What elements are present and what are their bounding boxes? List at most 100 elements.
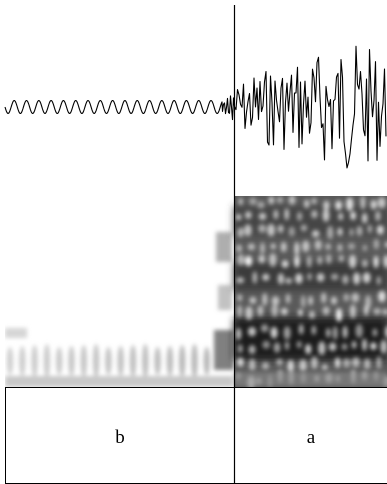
spectral-speck <box>307 255 312 268</box>
spectral-speck <box>301 295 306 308</box>
spectral-speck <box>361 259 368 268</box>
spectral-speck <box>237 294 242 302</box>
spectral-speck <box>370 342 377 351</box>
spectral-speck <box>376 225 384 235</box>
spectral-speck <box>348 254 357 269</box>
spectral-speck <box>269 253 277 267</box>
voicing-striation <box>31 345 38 377</box>
spectral-speck <box>322 306 330 316</box>
spectral-speck <box>318 341 326 356</box>
spectral-speck <box>271 296 280 306</box>
spectral-speck <box>273 342 281 353</box>
spectral-speck <box>262 273 270 281</box>
spectral-speck <box>322 208 330 222</box>
spectral-speck <box>260 324 269 333</box>
spectral-speck <box>337 243 343 252</box>
spectral-speck <box>281 260 289 268</box>
spectral-speck <box>373 238 379 250</box>
voicing-striation <box>179 345 186 377</box>
spectral-speck <box>238 344 243 354</box>
spectral-speck <box>349 304 356 319</box>
spectral-speck <box>378 290 386 303</box>
spectral-speck <box>245 211 252 220</box>
spectral-speck <box>237 227 244 238</box>
spectral-speck <box>373 308 381 315</box>
spectral-speck <box>328 342 337 352</box>
spectral-speck <box>342 325 348 339</box>
spectral-speck <box>351 357 360 368</box>
spectral-speck <box>341 343 348 351</box>
spectral-speck <box>244 224 252 237</box>
voicing-striation <box>166 346 174 376</box>
spectral-speck <box>245 306 253 320</box>
voicing-striation <box>19 346 26 376</box>
spectral-speck <box>376 356 381 369</box>
spectral-speck <box>346 197 354 211</box>
spectral-speck <box>312 230 320 238</box>
spectral-speck <box>347 243 356 250</box>
spectral-speck <box>330 273 339 281</box>
voicing-striation <box>6 347 14 375</box>
spectral-speck <box>317 255 323 265</box>
voicing-striation <box>92 344 100 378</box>
spectral-speck <box>327 225 334 240</box>
voicing-striation <box>117 346 124 376</box>
spectral-speck <box>362 212 368 224</box>
segment-label-b: b <box>115 427 125 448</box>
spectral-speck <box>322 364 328 371</box>
spectral-speck <box>252 271 257 284</box>
spectral-speck <box>238 198 243 206</box>
spectral-speck <box>377 197 386 209</box>
spectrogram-vowel-a <box>234 196 387 387</box>
spectral-speck <box>362 244 367 251</box>
spectral-speck <box>300 224 308 232</box>
spectral-speck <box>271 304 279 317</box>
voicing-striation <box>80 345 88 377</box>
spectral-speck <box>249 296 257 304</box>
spectral-speck <box>325 243 332 251</box>
spectral-speck <box>342 274 349 285</box>
spectral-speck <box>281 308 288 315</box>
spectral-speck <box>355 324 364 338</box>
spectral-speck <box>314 239 322 251</box>
spectral-speck <box>372 328 378 337</box>
spectral-speck <box>288 226 296 237</box>
waveform <box>4 45 387 169</box>
spectral-speck <box>236 357 244 367</box>
spectral-speck <box>262 293 268 306</box>
spectral-speck <box>311 198 317 205</box>
spectral-speck <box>367 224 373 234</box>
spectral-speck <box>294 241 299 256</box>
spectral-speck <box>268 196 274 205</box>
voicing-striation <box>203 347 210 375</box>
voicing-striation <box>105 347 112 375</box>
spectral-speck <box>287 359 294 372</box>
spectral-speck <box>298 324 304 335</box>
spectral-speck <box>376 276 381 285</box>
voicing-striation <box>43 344 51 378</box>
spectral-speck <box>299 359 307 372</box>
spectral-speck <box>284 208 289 221</box>
spectral-speck <box>257 201 265 209</box>
spectral-speck <box>235 328 242 340</box>
spectral-speck <box>296 341 302 349</box>
spectral-speck <box>309 310 315 319</box>
spectral-speck <box>285 277 293 284</box>
spectral-speck <box>343 293 349 302</box>
spectral-speck <box>267 223 276 237</box>
spectral-speck <box>248 345 256 355</box>
spectrogram-voicing-b <box>5 328 233 387</box>
spectral-speck <box>353 272 361 285</box>
spectral-speck <box>257 305 264 317</box>
voicing-striation <box>129 345 137 377</box>
spectral-speck <box>298 309 303 316</box>
spectral-speck <box>360 196 366 210</box>
spectral-speck <box>370 199 377 210</box>
spectral-speck <box>350 211 356 220</box>
spectral-speck <box>285 293 291 304</box>
spectral-speck <box>380 339 387 354</box>
spectral-speck <box>276 196 284 204</box>
spectral-speck <box>237 304 242 318</box>
spectral-speck <box>351 341 357 349</box>
